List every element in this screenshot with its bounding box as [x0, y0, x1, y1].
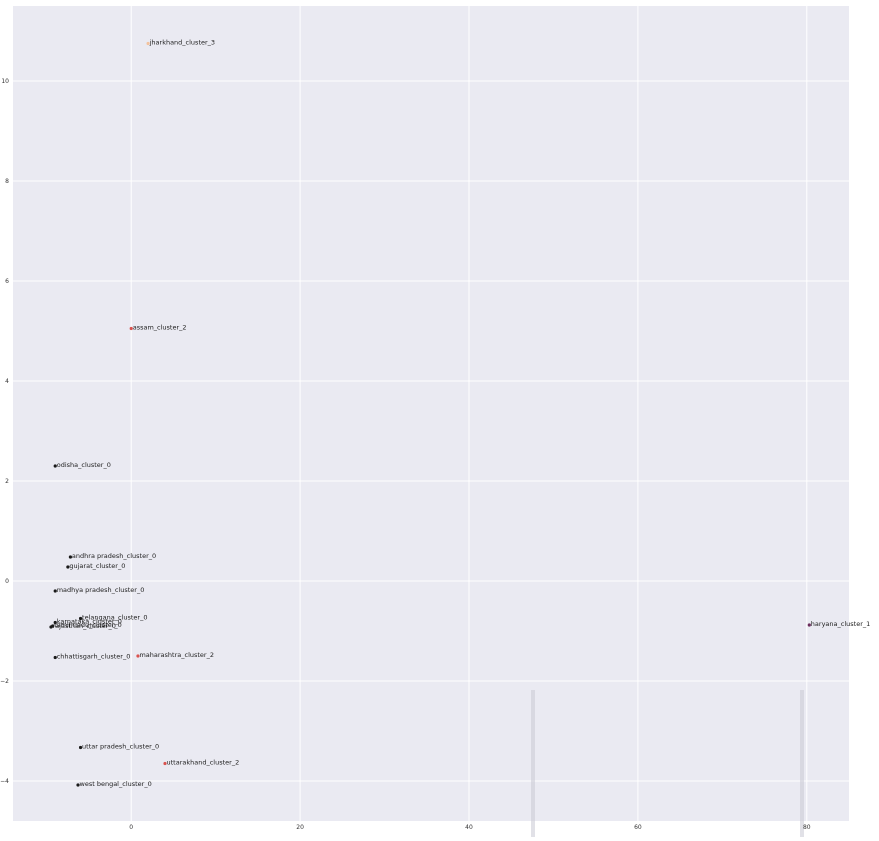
point-label: telangana_cluster_0 [82, 614, 147, 622]
data-point [53, 655, 57, 660]
x-tick-label: 20 [296, 824, 304, 831]
point-label: maharashtra_cluster_2 [139, 651, 214, 659]
shadow-bar-left [531, 690, 535, 837]
data-point [66, 565, 70, 569]
data-point [163, 761, 167, 766]
data-point [78, 616, 83, 621]
y-tick-label: 10 [1, 78, 9, 85]
data-points [49, 41, 811, 787]
point-label: odisha_cluster_0 [57, 461, 111, 469]
data-point [53, 464, 57, 468]
x-tick-label: 40 [465, 824, 473, 831]
y-tick-label: 8 [5, 178, 9, 185]
tick-labels: 0 20 40 60 80 −4 −2 0 2 4 6 8 10 [0, 78, 811, 831]
data-point [146, 41, 150, 46]
point-label: uttar pradesh_cluster_0 [82, 743, 159, 751]
y-tick-label: 2 [5, 478, 9, 485]
y-tick-label: 0 [5, 578, 9, 585]
point-label: uttarakhand_cluster_2 [167, 759, 240, 767]
shadow-bar-right [800, 690, 804, 837]
point-label: chhattisgarh_cluster_0 [57, 653, 131, 661]
data-point [53, 589, 57, 593]
data-point [78, 745, 83, 750]
data-point [129, 326, 133, 331]
point-label: haryana_cluster_1 [811, 620, 870, 628]
point-label: karnataka_cluster_0 [57, 618, 122, 626]
data-point [136, 654, 140, 658]
x-tick-label: 0 [129, 824, 133, 831]
y-tick-label: −2 [0, 678, 9, 685]
grid-lines [13, 6, 849, 821]
point-label: rajasthan_cluster_0 [53, 622, 116, 630]
data-point [807, 623, 811, 627]
point-label: tamil nadu_cluster_0 [54, 621, 122, 629]
point-labels: jharkhand_cluster_3 assam_cluster_2odisha… [53, 39, 871, 789]
y-tick-label: 4 [5, 378, 9, 385]
data-point [53, 620, 57, 625]
data-point [51, 624, 55, 628]
point-label: west bengal_cluster_0 [80, 780, 152, 788]
point-label: jharkhand_cluster_3 [149, 39, 215, 47]
x-tick-label: 60 [634, 824, 642, 831]
data-point [76, 783, 80, 787]
plot-background [13, 6, 849, 821]
y-tick-label: 6 [5, 278, 9, 285]
point-label: andhra pradesh_cluster_0 [72, 552, 156, 560]
point-label: gujarat_cluster_0 [69, 562, 125, 570]
point-label: madhya pradesh_cluster_0 [57, 586, 145, 594]
y-tick-label: −4 [0, 778, 9, 785]
x-tick-label: 80 [803, 824, 811, 831]
shadow-artifacts [531, 690, 804, 837]
data-point [68, 555, 73, 559]
point-label: assam_cluster_2 [133, 324, 187, 332]
